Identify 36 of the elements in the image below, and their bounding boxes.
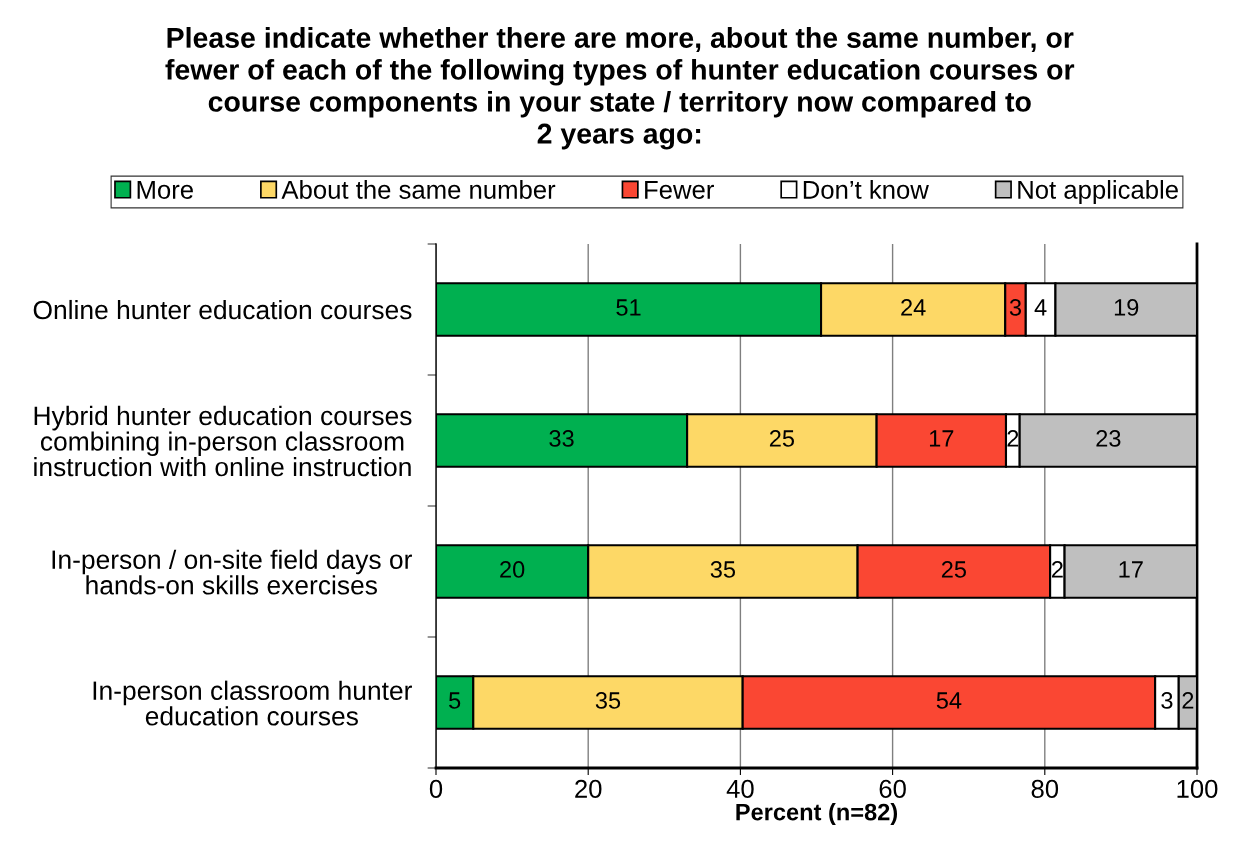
x-tick-label: 100	[1177, 779, 1218, 798]
data-label: 2	[1051, 561, 1063, 578]
data-label: 17	[1119, 561, 1143, 578]
data-label: 54	[936, 692, 962, 709]
y-tick-label: In-person classroom hunter education courses	[93, 680, 412, 726]
data-label: 3	[1161, 692, 1173, 709]
data-label: 17	[929, 430, 954, 447]
data-label: 51	[616, 299, 641, 316]
x-tick-label: 0	[429, 779, 443, 798]
y-tick-label: In-person / on-site field days or hands-on skills exercises	[52, 549, 412, 595]
data-label: 2	[1182, 692, 1194, 709]
data-label: 5	[449, 692, 461, 709]
legend-label: Not applicable	[1018, 180, 1178, 204]
x-tick-label: 80	[1031, 779, 1059, 798]
legend-label: Don’t know	[803, 180, 929, 199]
data-label: 25	[941, 561, 966, 578]
data-label: 33	[549, 430, 574, 447]
data-label: 20	[500, 561, 525, 578]
legend-label: More	[137, 180, 193, 199]
data-label: 3	[1009, 299, 1022, 316]
y-tick-label: Hybrid hunter education courses combining in-person classroom instruction with online instruction	[34, 405, 412, 477]
x-tick-label: 60	[879, 779, 906, 798]
x-tick-label: 20	[575, 779, 602, 798]
chart-title: Please indicate whether there are more, about the same number, or fewer of each of the following types of hunter education courses or course components in your state / territory now compared to 2 years ago:	[165, 27, 1075, 150]
data-label: 25	[769, 430, 795, 447]
legend-label: About the same number	[281, 180, 556, 199]
data-label: 35	[710, 561, 736, 578]
x-axis-title: Percent (n=82)	[736, 803, 898, 826]
data-label: 23	[1096, 430, 1121, 447]
x-tick-label: 40	[726, 779, 754, 798]
data-label: 24	[901, 299, 926, 316]
data-label: 35	[595, 692, 621, 709]
data-label: 4	[1034, 299, 1047, 316]
y-tick-label: Online hunter education courses	[33, 299, 412, 320]
data-label: 19	[1114, 299, 1139, 316]
legend-label: Fewer	[645, 180, 714, 199]
